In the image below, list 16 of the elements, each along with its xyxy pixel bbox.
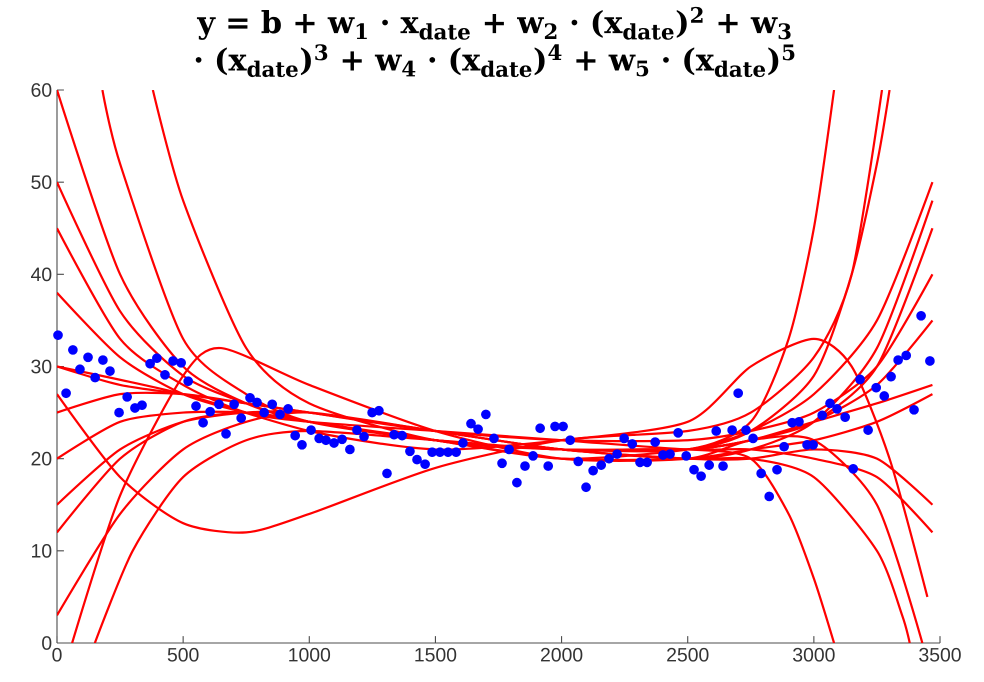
y-tick-label: 30 [31,360,52,374]
chart-title: y = b + w$_{1}$ · x$_{date}$ + w$_{2}$ · (x$_{date}$)$^{2}$ + w$_{3}$ · (x$_{date}$)$^{3}$ + w$_{4}$ · (x$_{date}$)$^{4}$ + w$_{5}$ · (x$_{date}$)$^{5}$ [196,6,794,78]
y-tick-label: 0 [42,636,52,650]
x-tick-label: 3500 [919,648,961,662]
x-tick-label: 2500 [667,648,709,662]
x-tick-label: 2000 [541,648,582,662]
x-tick-label: 1500 [415,648,456,662]
y-tick-label: 20 [32,452,52,466]
y-tick-label: 60 [32,83,52,97]
y-tick-label: 50 [31,175,52,190]
y-tick-label: 10 [32,544,52,558]
x-tick-label: 0 [52,648,62,662]
y-tick-label: 40 [31,267,52,282]
x-tick-label: 3000 [793,648,835,662]
x-tick-label: 1000 [289,648,330,662]
x-tick-label: 500 [168,648,199,662]
